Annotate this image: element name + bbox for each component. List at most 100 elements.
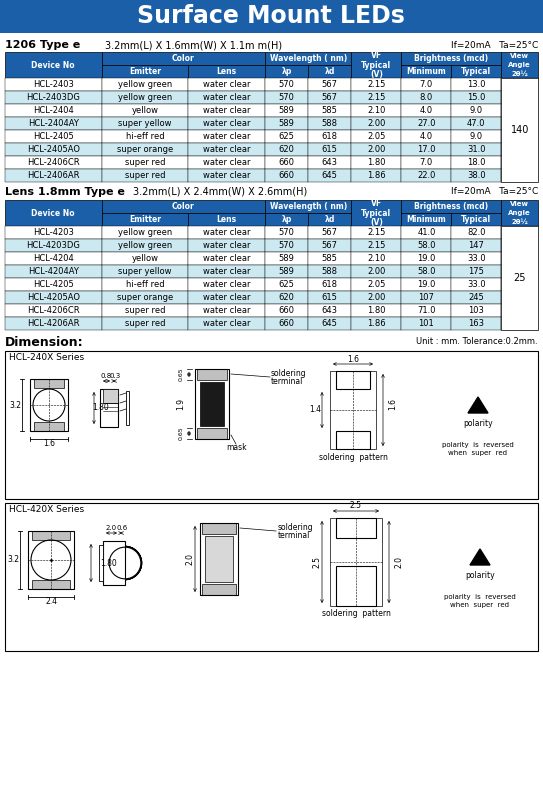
Bar xyxy=(5,104,102,117)
Bar xyxy=(188,226,265,239)
Text: 625: 625 xyxy=(279,280,294,289)
Text: water clear: water clear xyxy=(203,171,250,180)
Text: HCL-2403DG: HCL-2403DG xyxy=(27,93,80,102)
Text: 9.0: 9.0 xyxy=(470,106,483,115)
Text: Wavelength ( nm): Wavelength ( nm) xyxy=(269,54,347,63)
Bar xyxy=(265,200,351,213)
Bar xyxy=(308,226,351,239)
Bar xyxy=(265,265,308,278)
Text: 2.10: 2.10 xyxy=(367,254,386,263)
Bar xyxy=(102,169,188,182)
Text: water clear: water clear xyxy=(203,80,250,89)
Bar xyxy=(265,213,308,226)
Bar xyxy=(102,239,188,252)
Text: 71.0: 71.0 xyxy=(417,306,435,315)
Text: 615: 615 xyxy=(322,145,338,154)
Bar xyxy=(451,130,501,143)
Text: HCL-4205AO: HCL-4205AO xyxy=(27,293,80,302)
Bar xyxy=(308,239,351,252)
Text: HCL-420X Series: HCL-420X Series xyxy=(9,505,84,514)
Bar xyxy=(351,78,401,91)
Text: 589: 589 xyxy=(279,106,294,115)
Bar xyxy=(265,278,308,291)
Bar xyxy=(351,239,401,252)
Text: Color: Color xyxy=(172,54,194,63)
Text: 147: 147 xyxy=(469,241,484,250)
Text: Brightness (mcd): Brightness (mcd) xyxy=(414,54,489,63)
Bar xyxy=(188,304,265,317)
Text: Minimum: Minimum xyxy=(407,215,446,224)
Bar xyxy=(265,117,308,130)
Bar xyxy=(5,78,102,91)
Text: VF: VF xyxy=(371,200,382,208)
Text: 13.0: 13.0 xyxy=(467,80,485,89)
Bar xyxy=(336,431,370,449)
Text: water clear: water clear xyxy=(203,106,250,115)
Bar xyxy=(351,117,401,130)
Text: 82.0: 82.0 xyxy=(467,228,485,237)
Bar xyxy=(5,130,102,143)
Bar xyxy=(265,304,308,317)
Text: 567: 567 xyxy=(322,228,338,237)
Text: 17.0: 17.0 xyxy=(417,145,435,154)
Bar xyxy=(200,523,238,595)
Bar xyxy=(501,130,538,143)
Bar xyxy=(308,143,351,156)
Bar xyxy=(401,304,451,317)
Bar xyxy=(451,117,501,130)
Text: water clear: water clear xyxy=(203,254,250,263)
Text: yellow: yellow xyxy=(131,254,159,263)
Bar xyxy=(188,65,265,78)
Bar xyxy=(265,52,351,65)
Bar xyxy=(188,169,265,182)
Bar xyxy=(102,291,188,304)
Text: Surface Mount LEDs: Surface Mount LEDs xyxy=(137,4,405,28)
Text: HCL-2404AY: HCL-2404AY xyxy=(28,119,79,128)
Bar xyxy=(308,130,351,143)
Text: water clear: water clear xyxy=(203,93,250,102)
Text: yellow green: yellow green xyxy=(118,93,172,102)
Text: Emitter: Emitter xyxy=(129,215,161,224)
Text: 163: 163 xyxy=(469,319,484,328)
Bar xyxy=(401,65,451,78)
Bar xyxy=(308,104,351,117)
Text: yellow: yellow xyxy=(131,106,159,115)
Bar xyxy=(401,52,501,65)
Text: 175: 175 xyxy=(469,267,484,276)
Bar xyxy=(265,65,308,78)
Bar xyxy=(188,143,265,156)
Bar xyxy=(188,265,265,278)
Bar xyxy=(103,541,125,585)
Bar xyxy=(351,265,401,278)
Bar xyxy=(336,518,376,538)
Text: Color: Color xyxy=(172,202,194,211)
Text: If=20mA   Ta=25°C: If=20mA Ta=25°C xyxy=(451,41,538,49)
Text: 3.2mm(L) X 2.4mm(W) X 2.6mm(H): 3.2mm(L) X 2.4mm(W) X 2.6mm(H) xyxy=(133,187,307,197)
Text: water clear: water clear xyxy=(203,145,250,154)
Bar xyxy=(451,239,501,252)
Text: 620: 620 xyxy=(279,293,294,302)
Bar xyxy=(501,169,538,182)
Text: 0.3: 0.3 xyxy=(110,373,121,379)
Text: 103: 103 xyxy=(469,306,484,315)
Bar xyxy=(501,265,538,278)
Text: polarity  is  reversed: polarity is reversed xyxy=(442,442,514,448)
Bar xyxy=(5,52,102,78)
Bar xyxy=(336,566,376,606)
Bar xyxy=(501,291,538,304)
Text: 2.0: 2.0 xyxy=(394,556,403,568)
Bar xyxy=(351,278,401,291)
Bar xyxy=(451,156,501,169)
Text: (V): (V) xyxy=(370,70,383,79)
Bar xyxy=(30,379,68,431)
Bar xyxy=(401,91,451,104)
Text: water clear: water clear xyxy=(203,228,250,237)
Bar xyxy=(5,226,102,239)
Text: 2.05: 2.05 xyxy=(367,280,386,289)
Text: 27.0: 27.0 xyxy=(417,119,435,128)
Bar xyxy=(308,117,351,130)
Text: 660: 660 xyxy=(279,319,294,328)
Bar xyxy=(265,91,308,104)
Bar xyxy=(401,239,451,252)
Text: Lens: Lens xyxy=(217,67,237,76)
